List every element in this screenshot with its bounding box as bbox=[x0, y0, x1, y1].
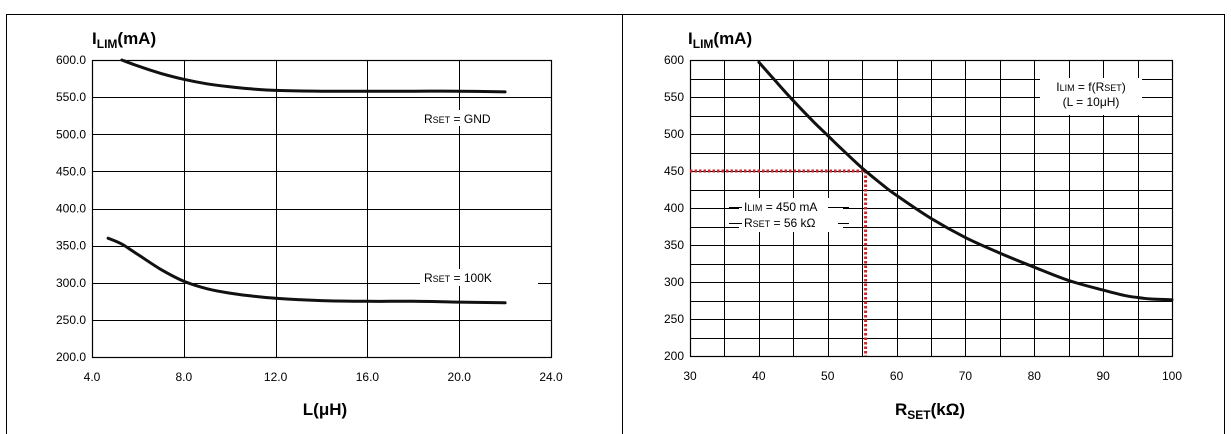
left-x-ticks: 4.0 8.0 12.0 16.0 20.0 24.0 bbox=[84, 370, 563, 384]
right-y-axis-title: ILIM(mA) bbox=[688, 29, 752, 51]
right-x-tick-label: 90 bbox=[1096, 369, 1110, 383]
right-y-tick-label: 450 bbox=[664, 164, 684, 178]
left-y-tick-label: 450.0 bbox=[56, 164, 86, 178]
right-y-tick-label: 200 bbox=[664, 349, 684, 363]
left-x-tick-label: 16.0 bbox=[356, 370, 380, 384]
right-y-tick-label: 550 bbox=[664, 90, 684, 104]
left-series-label-gnd: RSET = GND bbox=[420, 110, 525, 126]
right-x-tick-label: 70 bbox=[959, 369, 973, 383]
left-y-tick-label: 400.0 bbox=[56, 202, 86, 216]
right-x-axis-title: RSET(kΩ) bbox=[895, 400, 965, 422]
left-series-line-1 bbox=[106, 236, 507, 305]
left-y-tick-label: 200.0 bbox=[56, 350, 86, 364]
left-y-tick-label: 250.0 bbox=[56, 313, 86, 327]
svg-text:RSET = GND: RSET = GND bbox=[424, 112, 491, 126]
right-y-tick-label: 400 bbox=[664, 201, 684, 215]
left-y-tick-label: 550.0 bbox=[56, 90, 86, 104]
right-y-ticks: 200 250 300 350 400 450 500 550 600 bbox=[664, 53, 684, 363]
right-x-tick-label: 30 bbox=[683, 369, 697, 383]
right-x-tick-label: 80 bbox=[1028, 369, 1042, 383]
right-series bbox=[757, 60, 1174, 302]
left-series-line-0 bbox=[120, 58, 507, 94]
left-y-tick-label: 600.0 bbox=[56, 53, 86, 67]
left-grid bbox=[92, 60, 551, 357]
left-y-tick-label: 350.0 bbox=[56, 239, 86, 253]
right-x-tick-label: 40 bbox=[752, 369, 766, 383]
right-y-tick-label: 250 bbox=[664, 312, 684, 326]
left-y-axis-title: ILIM(mA) bbox=[92, 29, 156, 51]
right-x-tick-label: 100 bbox=[1162, 369, 1182, 383]
marker-label-rset: RSET = 56 kΩ bbox=[744, 216, 816, 230]
left-x-tick-label: 8.0 bbox=[175, 370, 192, 384]
left-y-tick-label: 300.0 bbox=[56, 276, 86, 290]
marker-label-ilim: ILIM = 450 mA bbox=[744, 200, 817, 214]
left-series-label-100k: RSET = 100K bbox=[420, 269, 538, 286]
left-y-tick-label: 500.0 bbox=[56, 127, 86, 141]
right-series-line-0 bbox=[757, 60, 1174, 302]
right-legend-line-1: ILIM = f(RSET) bbox=[1056, 80, 1126, 94]
left-series bbox=[106, 58, 507, 305]
left-x-tick-label: 4.0 bbox=[84, 370, 101, 384]
right-y-tick-label: 500 bbox=[664, 127, 684, 141]
figure-frame bbox=[6, 14, 1225, 434]
right-legend-line-2: (L = 10μH) bbox=[1063, 95, 1120, 109]
right-marker-guides bbox=[690, 169, 868, 356]
chart-right: 30 40 50 60 70 80 90 100 200 250 300 350 400 450 500 5… bbox=[664, 29, 1182, 422]
right-marker-annotation: ILIM = 450 mA RSET = 56 kΩ bbox=[729, 198, 849, 232]
left-x-axis-title: L(μH) bbox=[303, 400, 347, 419]
left-plot-frame bbox=[91, 59, 553, 359]
right-x-tick-label: 60 bbox=[890, 369, 904, 383]
right-y-tick-label: 300 bbox=[664, 275, 684, 289]
left-x-tick-label: 12.0 bbox=[264, 370, 288, 384]
right-x-ticks: 30 40 50 60 70 80 90 100 bbox=[683, 369, 1182, 383]
right-x-tick-label: 50 bbox=[821, 369, 835, 383]
svg-text:RSET = 100K: RSET = 100K bbox=[424, 271, 492, 285]
left-x-tick-label: 24.0 bbox=[539, 370, 563, 384]
right-plot-frame bbox=[689, 59, 1174, 358]
right-y-tick-label: 600 bbox=[664, 53, 684, 67]
right-y-tick-label: 350 bbox=[664, 238, 684, 252]
left-x-tick-label: 20.0 bbox=[448, 370, 472, 384]
right-legend: ILIM = f(RSET) (L = 10μH) bbox=[1040, 78, 1142, 115]
chart-left: 4.0 8.0 12.0 16.0 20.0 24.0 200.0 250.0 300.0 35… bbox=[56, 29, 563, 419]
left-y-ticks: 200.0 250.0 300.0 350.0 400.0 450.0 500.0 550.0… bbox=[56, 53, 86, 364]
